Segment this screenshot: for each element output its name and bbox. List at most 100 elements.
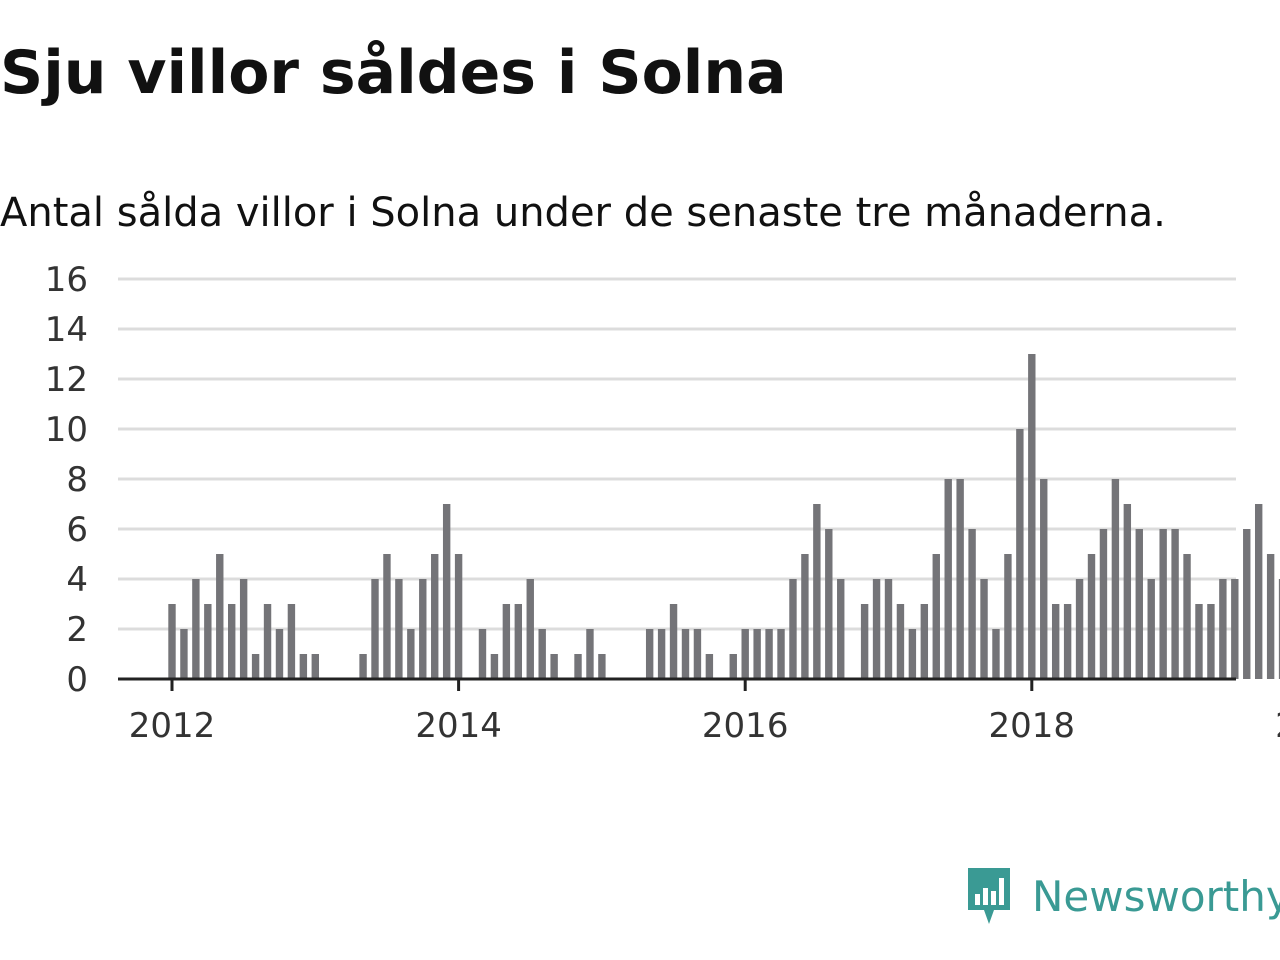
y-tick-label: 6 bbox=[66, 510, 88, 550]
bar bbox=[239, 579, 248, 679]
bar bbox=[956, 479, 964, 679]
bar bbox=[1266, 554, 1275, 679]
y-tick-label: 2 bbox=[66, 610, 88, 650]
bar bbox=[574, 654, 582, 679]
chart-title: Sju villor såldes i Solna bbox=[0, 38, 787, 108]
bar bbox=[944, 479, 952, 679]
bar bbox=[526, 579, 534, 679]
bars bbox=[168, 354, 1280, 679]
x-tick-label: 2020 bbox=[1275, 706, 1280, 746]
bar bbox=[980, 579, 988, 679]
y-tick-label: 16 bbox=[45, 260, 88, 300]
bar bbox=[192, 579, 200, 679]
bar bbox=[454, 554, 463, 679]
bar bbox=[275, 629, 284, 679]
bar bbox=[1004, 554, 1012, 679]
bar bbox=[1195, 604, 1203, 679]
bar bbox=[992, 629, 1000, 679]
x-tick-label: 2016 bbox=[702, 706, 789, 746]
bar bbox=[1028, 354, 1036, 679]
bar bbox=[478, 629, 487, 679]
bar bbox=[419, 579, 427, 679]
bar bbox=[789, 579, 797, 679]
newsworthy-logo-icon bbox=[968, 868, 1010, 924]
bar bbox=[932, 554, 940, 679]
bar bbox=[251, 654, 260, 679]
bar bbox=[753, 629, 761, 679]
bar bbox=[395, 579, 403, 679]
bar bbox=[669, 604, 678, 679]
bar bbox=[168, 604, 176, 679]
bar bbox=[729, 654, 737, 679]
bar bbox=[538, 629, 546, 679]
bar bbox=[228, 604, 236, 679]
bar bbox=[263, 604, 272, 679]
bar bbox=[442, 504, 451, 679]
bar bbox=[514, 604, 523, 679]
bar bbox=[884, 579, 893, 679]
bar bbox=[657, 629, 666, 679]
bar bbox=[908, 629, 917, 679]
bar bbox=[1183, 554, 1191, 679]
bar bbox=[502, 604, 511, 679]
bar bbox=[813, 504, 821, 679]
chart-subtitle: Antal sålda villor i Solna under de sena… bbox=[0, 190, 1166, 236]
bar bbox=[681, 629, 690, 679]
bar bbox=[777, 629, 785, 679]
bar bbox=[216, 554, 224, 679]
bar bbox=[1135, 529, 1143, 679]
bar bbox=[586, 629, 594, 679]
bar bbox=[1207, 604, 1215, 679]
bar bbox=[765, 629, 773, 679]
x-axis-ticks: 20122014201620182020202220242026 bbox=[129, 679, 1280, 746]
gridlines bbox=[118, 277, 1236, 631]
bar bbox=[1219, 579, 1227, 679]
bar bbox=[1063, 604, 1072, 679]
y-axis-ticks: 0 2 4 6 8 10 12 14 16 bbox=[45, 260, 88, 700]
bar bbox=[741, 629, 749, 679]
bar bbox=[896, 604, 905, 679]
x-tick-label: 2014 bbox=[415, 706, 502, 746]
bar bbox=[431, 554, 439, 679]
logo-text: Newsworthy bbox=[1032, 871, 1280, 921]
bar bbox=[1278, 579, 1280, 679]
bar bbox=[1243, 529, 1251, 679]
bar bbox=[1075, 579, 1084, 679]
bar bbox=[872, 579, 881, 679]
x-tick-label: 2012 bbox=[129, 706, 216, 746]
bar bbox=[801, 554, 809, 679]
bar bbox=[1051, 604, 1060, 679]
newsworthy-logo: Newsworthy bbox=[964, 866, 1280, 926]
bar bbox=[550, 654, 558, 679]
bar bbox=[204, 604, 212, 679]
bar bbox=[371, 579, 379, 679]
bar bbox=[1231, 579, 1239, 679]
bar bbox=[837, 579, 845, 679]
bar bbox=[968, 529, 976, 679]
bar bbox=[490, 654, 499, 679]
bar bbox=[407, 629, 415, 679]
bar bbox=[1111, 479, 1120, 679]
bar bbox=[1159, 529, 1167, 679]
bar bbox=[598, 654, 606, 679]
bar bbox=[383, 554, 391, 679]
bar bbox=[1087, 554, 1096, 679]
bar bbox=[1147, 579, 1155, 679]
bar bbox=[1016, 429, 1024, 679]
bar bbox=[287, 604, 296, 679]
bar bbox=[920, 604, 929, 679]
bar bbox=[180, 629, 188, 679]
y-tick-label: 14 bbox=[45, 310, 88, 350]
y-tick-label: 10 bbox=[45, 410, 88, 450]
bar bbox=[693, 629, 702, 679]
bar bbox=[311, 654, 320, 679]
bar bbox=[825, 529, 833, 679]
y-tick-label: 8 bbox=[66, 460, 88, 500]
bar bbox=[860, 604, 869, 679]
bar bbox=[1123, 504, 1132, 679]
bar bbox=[359, 654, 367, 679]
y-tick-label: 0 bbox=[66, 660, 88, 700]
bar bbox=[1254, 504, 1263, 679]
bar bbox=[1040, 479, 1048, 679]
